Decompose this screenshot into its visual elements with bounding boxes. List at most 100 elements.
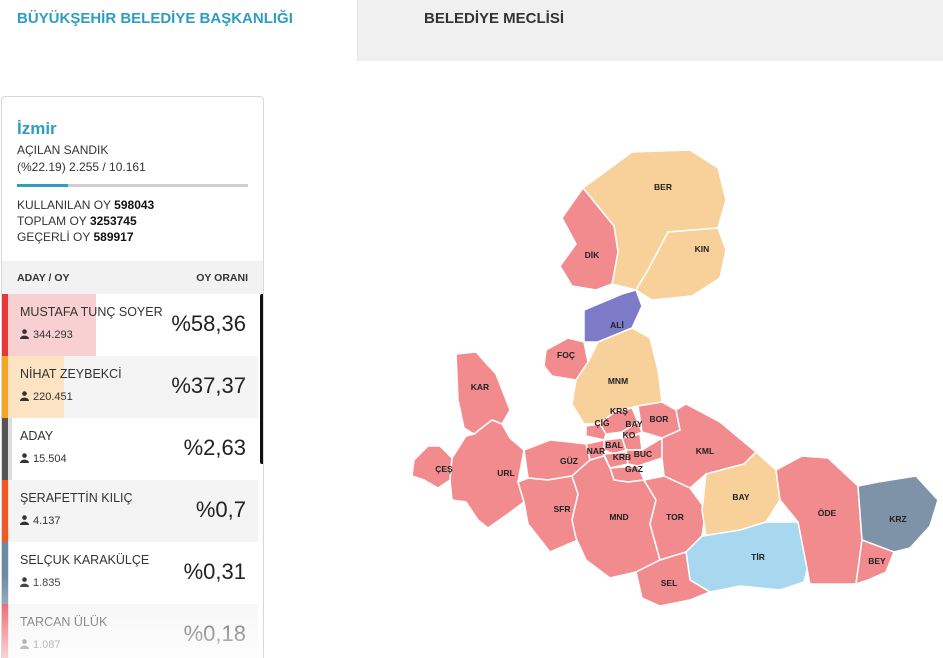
stat-used-votes-value: 598043 xyxy=(114,198,155,212)
district-label: MNM xyxy=(608,376,628,386)
candidate-share-fill xyxy=(8,356,65,418)
district-ti̇r[interactable] xyxy=(685,521,811,593)
candidate-share-fill xyxy=(8,480,10,542)
stat-total-votes: TOPLAM OY 3253745 xyxy=(17,214,137,228)
candidate-row[interactable]: ŞERAFETTİN KILIÇ 4.137 %0,7 xyxy=(2,480,258,542)
candidate-percentage: %0,31 xyxy=(183,559,246,584)
district-label: KAR xyxy=(471,382,489,392)
district-label: BER xyxy=(654,182,672,192)
candidate-name: ADAY xyxy=(20,429,54,443)
city-title: İzmir xyxy=(17,119,57,138)
district-kin[interactable] xyxy=(634,227,727,301)
candidate-name: MUSTAFA TUNÇ SOYER xyxy=(20,305,163,319)
district-label: GAZ xyxy=(625,464,643,474)
candidate-color-bar xyxy=(2,480,8,542)
candidate-votes: 1.835 xyxy=(20,576,61,589)
tab-bar: BÜYÜKŞEHİR BELEDİYE BAŞKANLIĞI BELEDİYE … xyxy=(0,0,943,61)
candidate-votes: 1.087 xyxy=(20,638,61,651)
tab-metropolitan-mayor[interactable]: BÜYÜKŞEHİR BELEDİYE BAŞKANLIĞI xyxy=(0,0,357,61)
district-label: ALİ xyxy=(610,320,624,330)
district-label: ÖDE xyxy=(818,508,837,518)
district-label: BAY xyxy=(625,419,642,429)
district-sfr[interactable] xyxy=(517,475,579,553)
candidate-color-bar xyxy=(2,418,8,480)
candidate-list[interactable]: MUSTAFA TUNÇ SOYER 344.293 %58,36 NİHAT … xyxy=(2,294,261,658)
user-icon xyxy=(20,515,29,525)
candidate-votes-value: 15.504 xyxy=(33,453,67,465)
candidate-votes-value: 4.137 xyxy=(33,515,61,527)
candidate-row[interactable]: SELÇUK KARAKÜLÇE 1.835 %0,31 xyxy=(2,542,258,604)
stat-valid-votes-label: GEÇERLİ OY xyxy=(17,230,91,244)
candidate-row[interactable]: TARCAN ÜLÜK 1.087 %0,18 xyxy=(2,604,258,658)
candidate-name: TARCAN ÜLÜK xyxy=(20,615,108,629)
candidate-votes: 4.137 xyxy=(20,514,61,527)
candidate-votes: 220.451 xyxy=(20,390,73,403)
opened-ballot-progress xyxy=(17,184,248,187)
stat-total-votes-value: 3253745 xyxy=(89,214,137,228)
stat-used-votes-label: KULLANILAN OY xyxy=(17,198,111,212)
candidate-table-header: ADAY / OY OY ORANI xyxy=(2,261,263,294)
district-bey[interactable] xyxy=(855,538,895,586)
district-map: BER KIN DİK ALİ FOÇ MNM KAR KRŞ ÇİĞ BAY BOR KO BAL NA… xyxy=(400,140,943,610)
stat-valid-votes: GEÇERLİ OY 589917 xyxy=(17,230,134,244)
candidate-row[interactable]: MUSTAFA TUNÇ SOYER 344.293 %58,36 xyxy=(2,294,258,356)
user-icon xyxy=(20,329,29,339)
district-label: DİK xyxy=(585,250,601,260)
district-label: KRZ xyxy=(889,514,906,524)
candidate-list-scrollbar[interactable] xyxy=(260,294,263,464)
stat-used-votes: KULLANILAN OY 598043 xyxy=(17,198,154,212)
user-icon xyxy=(20,577,29,587)
candidate-votes: 344.293 xyxy=(20,328,73,341)
candidate-row[interactable]: ADAY 15.504 %2,63 xyxy=(2,418,258,480)
tab-municipal-council[interactable]: BELEDİYE MECLİSİ xyxy=(357,0,943,61)
stat-total-votes-label: TOPLAM OY xyxy=(17,214,87,228)
district-sel[interactable] xyxy=(635,551,712,607)
district-label: MND xyxy=(609,512,628,522)
candidate-name: SELÇUK KARAKÜLÇE xyxy=(20,553,150,567)
candidate-percentage: %58,36 xyxy=(171,311,246,336)
opened-ballot-value: (%22.19) 2.255 / 10.161 xyxy=(17,160,146,174)
candidate-votes-value: 1.087 xyxy=(33,639,61,651)
district-label: SFR xyxy=(554,504,571,514)
candidate-percentage: %2,63 xyxy=(183,435,246,460)
district-label: TİR xyxy=(751,552,765,562)
district-çi̇ğ[interactable] xyxy=(585,423,607,441)
district-label: BOR xyxy=(650,414,669,424)
header-candidate-votes: ADAY / OY xyxy=(17,272,70,284)
district-label: TOR xyxy=(666,512,684,522)
candidate-color-bar xyxy=(2,294,8,356)
candidate-name: ŞERAFETTİN KILIÇ xyxy=(20,491,133,505)
district-kar[interactable] xyxy=(455,351,511,435)
candidate-votes-value: 344.293 xyxy=(33,329,73,341)
candidate-share-fill xyxy=(8,418,12,480)
candidate-name: NİHAT ZEYBEKCİ xyxy=(20,367,122,381)
district-label: ÇEŞ xyxy=(435,464,453,474)
district-label: ÇİĞ xyxy=(594,417,610,428)
candidate-color-bar xyxy=(2,542,8,604)
candidate-votes-value: 220.451 xyxy=(33,391,73,403)
candidate-votes-value: 1.835 xyxy=(33,577,61,589)
district-di̇k[interactable] xyxy=(559,186,619,291)
user-icon xyxy=(20,391,29,401)
district-label: KRŞ xyxy=(610,406,628,416)
district-bay[interactable] xyxy=(701,450,781,537)
candidate-votes: 15.504 xyxy=(20,452,67,465)
district-ali̇[interactable] xyxy=(583,289,643,343)
district-label: KO xyxy=(623,430,636,440)
district-label: SEL xyxy=(661,578,678,588)
progress-fill xyxy=(17,184,69,187)
user-icon xyxy=(20,453,29,463)
candidate-percentage: %0,7 xyxy=(195,497,246,522)
candidate-share-fill xyxy=(8,294,96,356)
district-label: FOÇ xyxy=(557,350,575,360)
candidate-color-bar xyxy=(2,356,8,418)
stat-valid-votes-value: 589917 xyxy=(93,230,134,244)
district-label: KML xyxy=(696,446,714,456)
district-label: BAY xyxy=(732,492,749,502)
user-icon xyxy=(20,639,29,649)
candidate-row[interactable]: NİHAT ZEYBEKCİ 220.451 %37,37 xyxy=(2,356,258,418)
district-label: BUC xyxy=(634,449,652,459)
opened-ballot-label: AÇILAN SANDIK xyxy=(17,143,109,157)
